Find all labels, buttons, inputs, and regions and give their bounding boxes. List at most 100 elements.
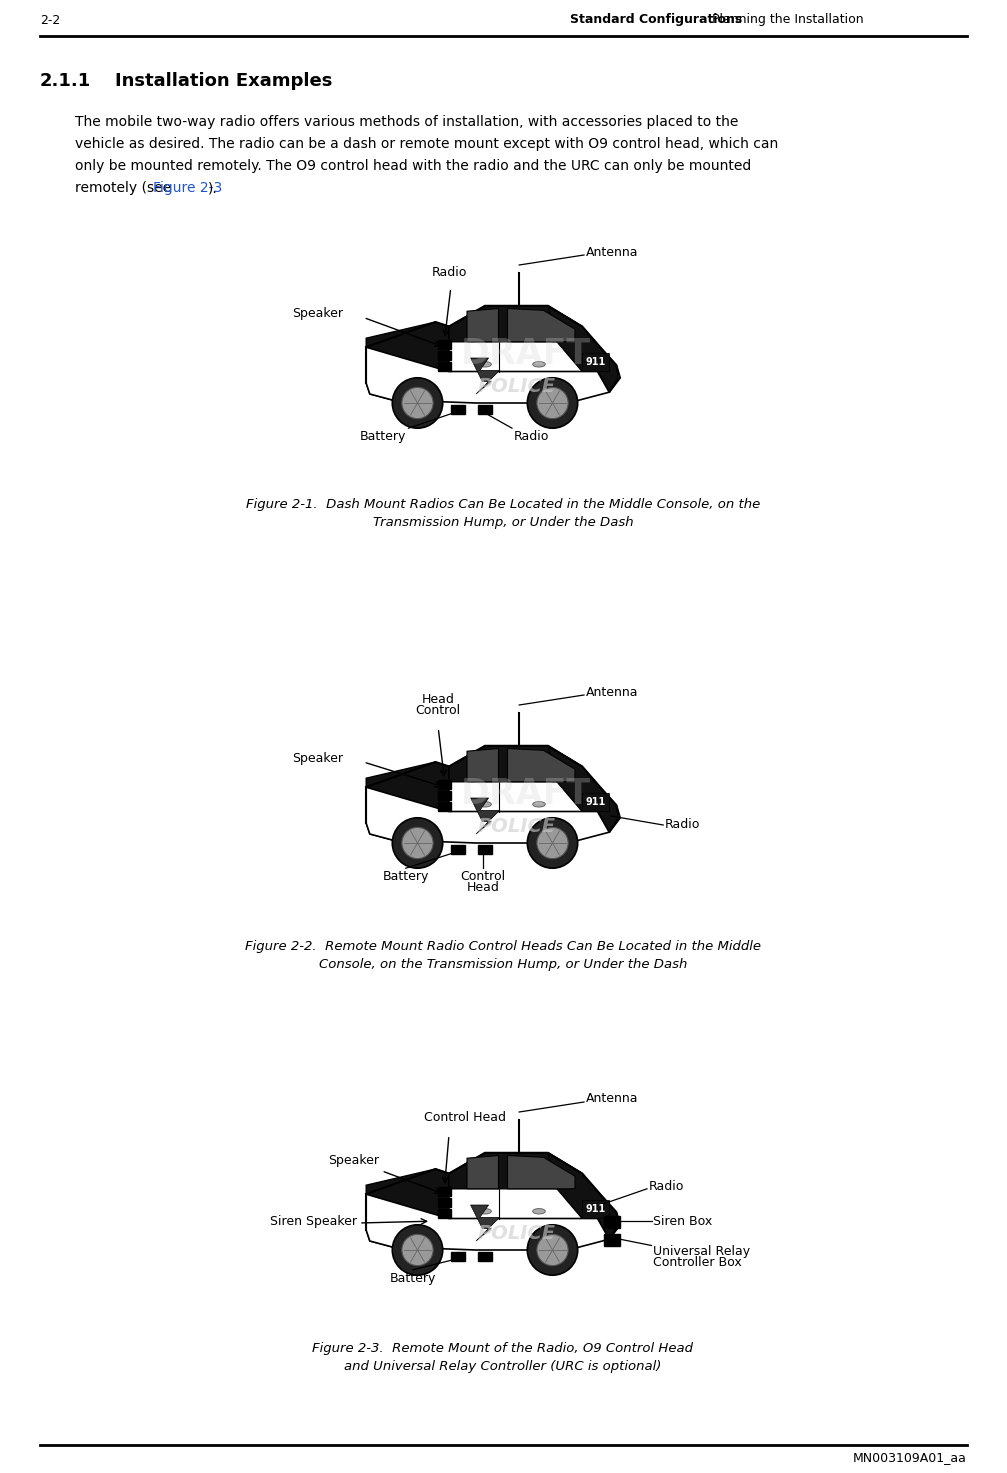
Circle shape: [402, 1234, 433, 1265]
Polygon shape: [470, 1205, 499, 1240]
Text: POLICE: POLICE: [477, 818, 556, 837]
Bar: [477, 846, 492, 854]
Text: Controller Box: Controller Box: [654, 1256, 742, 1270]
Circle shape: [537, 387, 568, 418]
Text: The mobile two-way radio offers various methods of installation, with accessorie: The mobile two-way radio offers various …: [75, 115, 738, 130]
Text: Figure 2-3: Figure 2-3: [153, 181, 222, 194]
Circle shape: [528, 818, 578, 868]
Bar: [438, 1209, 451, 1218]
Polygon shape: [367, 1195, 609, 1251]
Text: Antenna: Antenna: [586, 685, 638, 698]
Bar: [451, 846, 465, 854]
Bar: [438, 1187, 451, 1196]
Text: Radio: Radio: [431, 265, 466, 278]
Text: 911: 911: [586, 356, 606, 367]
Bar: [582, 1199, 609, 1218]
Polygon shape: [470, 798, 499, 834]
Text: Figure 2-1.  Dash Mount Radios Can Be Located in the Middle Console, on the: Figure 2-1. Dash Mount Radios Can Be Loc…: [246, 498, 760, 511]
Bar: [477, 1252, 492, 1261]
Polygon shape: [449, 1153, 582, 1189]
Text: ).: ).: [208, 181, 218, 194]
Text: Standard Configurations: Standard Configurations: [570, 13, 742, 27]
Text: Planning the Installation: Planning the Installation: [708, 13, 864, 27]
Text: DRAFT: DRAFT: [460, 776, 590, 810]
Polygon shape: [508, 748, 575, 782]
Bar: [438, 340, 451, 349]
Text: Radio: Radio: [665, 819, 701, 831]
Circle shape: [393, 377, 443, 429]
Text: Battery: Battery: [383, 871, 429, 882]
Text: Siren Speaker: Siren Speaker: [270, 1215, 357, 1227]
Circle shape: [537, 828, 568, 859]
Circle shape: [393, 1226, 443, 1276]
Text: Console, on the Transmission Hump, or Under the Dash: Console, on the Transmission Hump, or Un…: [319, 957, 687, 971]
Polygon shape: [449, 306, 582, 342]
Bar: [477, 405, 492, 414]
Bar: [438, 351, 451, 359]
Text: Control: Control: [416, 704, 461, 717]
Ellipse shape: [533, 801, 546, 807]
Text: Figure 2-2.  Remote Mount Radio Control Heads Can Be Located in the Middle: Figure 2-2. Remote Mount Radio Control H…: [245, 940, 761, 953]
Text: Battery: Battery: [390, 1271, 436, 1284]
Polygon shape: [367, 787, 609, 843]
Bar: [438, 1198, 451, 1206]
Polygon shape: [467, 308, 498, 342]
Circle shape: [528, 377, 578, 429]
Text: 2.1.1: 2.1.1: [40, 72, 92, 90]
Circle shape: [528, 1226, 578, 1276]
Text: Control Head: Control Head: [424, 1111, 507, 1124]
Text: Installation Examples: Installation Examples: [115, 72, 332, 90]
Polygon shape: [367, 1170, 449, 1248]
Bar: [451, 405, 465, 414]
Polygon shape: [548, 306, 618, 392]
Polygon shape: [508, 308, 575, 342]
Text: Siren Box: Siren Box: [654, 1215, 713, 1227]
Text: Battery: Battery: [359, 430, 406, 443]
Text: Speaker: Speaker: [292, 306, 342, 320]
Polygon shape: [467, 1155, 498, 1189]
Bar: [604, 1234, 620, 1246]
Ellipse shape: [478, 801, 491, 807]
Polygon shape: [467, 748, 498, 782]
Bar: [604, 1215, 620, 1227]
Text: Head: Head: [422, 694, 454, 706]
Bar: [438, 361, 451, 371]
Text: 911: 911: [586, 797, 606, 807]
Text: vehicle as desired. The radio can be a dash or remote mount except with O9 contr: vehicle as desired. The radio can be a d…: [75, 137, 778, 152]
Polygon shape: [508, 1155, 575, 1189]
Circle shape: [402, 387, 433, 418]
Text: MN003109A01_aa: MN003109A01_aa: [853, 1451, 967, 1464]
Polygon shape: [470, 358, 499, 393]
Text: POLICE: POLICE: [477, 1224, 556, 1243]
Text: Speaker: Speaker: [328, 1155, 379, 1167]
Text: Radio: Radio: [514, 430, 549, 443]
Text: only be mounted remotely. The O9 control head with the radio and the URC can onl: only be mounted remotely. The O9 control…: [75, 159, 751, 172]
Bar: [438, 801, 451, 810]
Ellipse shape: [533, 361, 546, 367]
Text: Control: Control: [460, 871, 506, 882]
Text: and Universal Relay Controller (URC is optional): and Universal Relay Controller (URC is o…: [344, 1360, 662, 1373]
Polygon shape: [548, 745, 618, 832]
Circle shape: [537, 1234, 568, 1265]
Ellipse shape: [478, 1209, 491, 1214]
Text: Universal Relay: Universal Relay: [654, 1245, 750, 1258]
Text: POLICE: POLICE: [477, 377, 556, 396]
Polygon shape: [367, 348, 609, 404]
Text: Figure 2-3.  Remote Mount of the Radio, O9 Control Head: Figure 2-3. Remote Mount of the Radio, O…: [312, 1342, 694, 1355]
Bar: [438, 791, 451, 800]
Text: Radio: Radio: [649, 1180, 684, 1193]
Circle shape: [402, 828, 433, 859]
Text: DRAFT: DRAFT: [460, 336, 590, 371]
Text: 2-2: 2-2: [40, 13, 60, 27]
Text: 911: 911: [586, 1203, 606, 1214]
Polygon shape: [449, 745, 582, 782]
Text: Head: Head: [467, 881, 499, 894]
Polygon shape: [548, 1153, 618, 1239]
Ellipse shape: [533, 1209, 546, 1214]
Text: Antenna: Antenna: [586, 1093, 638, 1106]
Text: Transmission Hump, or Under the Dash: Transmission Hump, or Under the Dash: [373, 516, 633, 529]
Polygon shape: [367, 323, 449, 401]
Ellipse shape: [478, 361, 491, 367]
Polygon shape: [367, 762, 449, 841]
Bar: [582, 792, 609, 810]
